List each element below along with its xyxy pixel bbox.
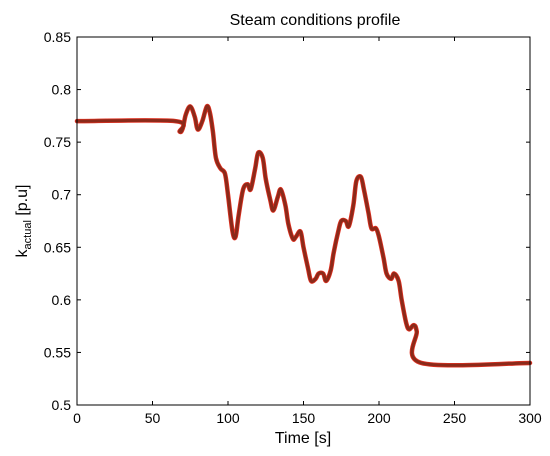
x-tick-label: 300: [518, 410, 542, 426]
x-tick-label: 0: [73, 410, 81, 426]
x-tick-label: 50: [145, 410, 161, 426]
y-tick-label: 0.5: [52, 397, 72, 413]
y-tick-label: 0.55: [44, 344, 71, 360]
y-tick-label: 0.85: [44, 29, 71, 45]
y-axis-label-unit: [p.u]: [14, 185, 31, 221]
x-axis-label: Time [s]: [275, 430, 331, 447]
x-tick-label: 100: [216, 410, 240, 426]
series-line-0: [75, 104, 532, 367]
y-tick-label: 0.7: [52, 187, 72, 203]
y-tick-label: 0.8: [52, 82, 72, 98]
y-axis-label: kactual [p.u]: [14, 185, 34, 258]
y-axis-label-main: k: [14, 248, 31, 257]
y-tick-label: 0.75: [44, 134, 71, 150]
x-tick-label: 200: [367, 410, 391, 426]
y-tick-label: 0.65: [44, 239, 71, 255]
y-axis-label-subscript: actual: [22, 220, 34, 249]
x-tick-label: 250: [443, 410, 467, 426]
y-tick-label: 0.6: [52, 292, 72, 308]
axes: 0 50 100 150 200 250 300 0.5 0.55 0.6 0.65 0.7 0.75 0…: [44, 29, 542, 426]
x-tick-label: 150: [292, 410, 316, 426]
plot-area: [74, 103, 533, 368]
chart-title: Steam conditions profile: [230, 12, 401, 29]
